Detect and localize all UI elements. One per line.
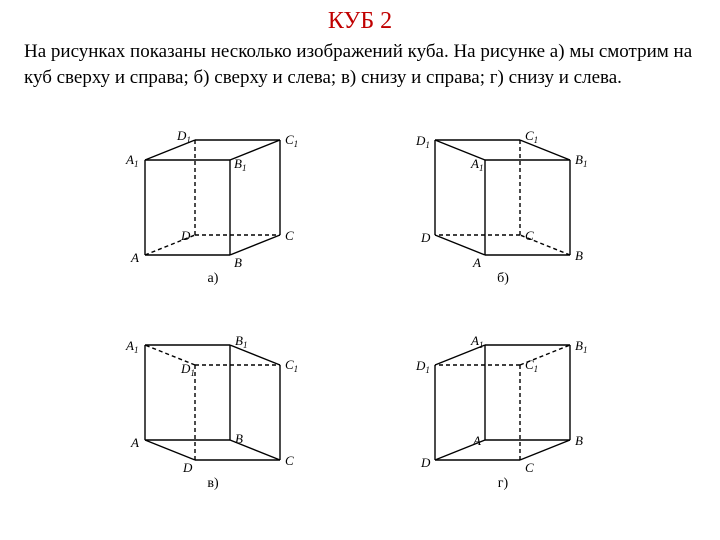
vertex-label: D <box>420 230 431 245</box>
cube-edge <box>520 140 570 160</box>
cube-caption: г) <box>498 476 509 491</box>
cube-panel-1: ABCDA1B1C1D1б) <box>375 100 635 295</box>
vertex-label: C1 <box>285 357 298 374</box>
vertex-label: A <box>130 250 139 265</box>
cube-panel-2: ABCDA1B1C1D1в) <box>85 305 345 500</box>
cube-edge <box>145 440 195 460</box>
vertex-label: D1 <box>415 133 430 150</box>
cube-edge <box>230 235 280 255</box>
vertex-label: A1 <box>125 152 138 169</box>
vertex-label: B1 <box>575 338 587 355</box>
vertex-label: D <box>180 228 191 243</box>
vertex-label: C <box>285 453 294 468</box>
vertex-label: C <box>525 460 534 475</box>
cube-edge <box>520 440 570 460</box>
vertex-label: D1 <box>415 358 430 375</box>
vertex-label: D1 <box>176 128 191 145</box>
vertex-label: B <box>235 431 243 446</box>
cube-edge <box>230 345 280 365</box>
vertex-label: B <box>234 255 242 270</box>
cube-caption: в) <box>207 476 219 491</box>
cube-caption: а) <box>208 271 219 286</box>
description-text: На рисунках показаны несколько изображен… <box>0 35 720 92</box>
vertex-label: C1 <box>285 132 298 149</box>
vertex-label: B <box>575 433 583 448</box>
vertex-label: A1 <box>470 333 483 350</box>
vertex-label: C1 <box>525 128 538 145</box>
vertex-label: A1 <box>125 338 138 355</box>
page-title: КУБ 2 <box>0 0 720 35</box>
cubes-grid: A B C D A1 B1 C1 D1 а) A B C D A1 B1 C1 D1 б) A B C D A1 B1 C1 D1… <box>0 92 720 500</box>
vertex-label: B1 <box>234 156 246 173</box>
vertex-label: B1 <box>575 152 587 169</box>
vertex-label: C1 <box>525 357 538 374</box>
cube-edge <box>435 345 485 365</box>
vertex-label: A <box>472 255 481 270</box>
vertex-label: D <box>182 460 193 475</box>
vertex-label: A <box>130 435 139 450</box>
vertex-label: A <box>472 433 481 448</box>
cube-panel-3: A B C D A1 B1 C1 D1 г) <box>375 305 635 500</box>
vertex-label: C <box>525 228 534 243</box>
vertex-label: B <box>575 248 583 263</box>
vertex-label: B1 <box>235 333 247 350</box>
cube-caption: б) <box>497 271 509 286</box>
cube-panel-0: A B C D A1 B1 C1 D1 а) <box>85 100 345 295</box>
vertex-label: D <box>420 455 431 470</box>
vertex-label: C <box>285 228 294 243</box>
cube-edge <box>435 235 485 255</box>
